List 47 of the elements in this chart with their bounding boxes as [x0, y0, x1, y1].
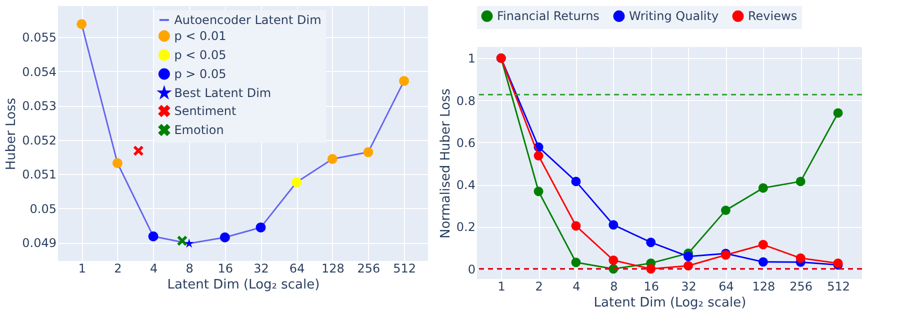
x-tick-label: 128 [752, 280, 776, 294]
legend-label: Emotion [174, 123, 224, 137]
x-tick-label: 2 [114, 262, 122, 276]
x-axis-title: Latent Dim (Log₂ scale) [594, 296, 746, 310]
y-axis-title: Huber Loss [4, 98, 20, 170]
legend-label: Sentiment [174, 104, 237, 118]
x-tick-label: 256 [357, 262, 380, 276]
x-tick-label: 1 [498, 280, 506, 294]
x-tick-label: 1 [78, 262, 86, 276]
legend-label: Reviews [748, 9, 798, 24]
y-tick-label: 0.051 [22, 168, 56, 182]
y-tick-label: 0.8 [456, 94, 476, 108]
x-tick-label: 8 [610, 280, 618, 294]
legend-label: p < 0.05 [174, 48, 226, 62]
x-tick-label: 32 [254, 262, 269, 276]
y-axis-title: Normalised Huber Loss [438, 88, 454, 239]
y-tick-label: 0.052 [22, 133, 56, 148]
x-tick-label: 2 [535, 280, 543, 294]
x-tick-label: 64 [718, 280, 734, 294]
y-tick-label: 0 [468, 262, 476, 276]
y-tick-label: 0.6 [456, 136, 476, 150]
x-tick-label: 4 [572, 280, 580, 294]
legend-label: Writing Quality [629, 9, 719, 24]
x-tick-label: 32 [681, 280, 696, 294]
legend-label: Best Latent Dim [174, 86, 272, 100]
x-tick-label: 16 [644, 280, 659, 294]
x-tick-label: 4 [150, 262, 158, 276]
x-tick-label: 256 [790, 280, 813, 294]
legend-label: p < 0.01 [174, 29, 226, 43]
legend-label: p > 0.05 [174, 67, 226, 81]
y-tick-label: 0.054 [22, 64, 56, 79]
x-tick-label: 512 [827, 280, 850, 294]
x-tick-label: 64 [289, 262, 305, 276]
y-tick-label: 0.049 [22, 236, 56, 250]
y-tick-label: 0.053 [22, 99, 56, 114]
legend-label: Autoencoder Latent Dim [174, 13, 322, 27]
x-tick-label: 16 [218, 262, 234, 276]
y-tick-label: 0.2 [456, 220, 476, 234]
x-tick-label: 8 [186, 262, 194, 276]
legend-label: Financial Returns [497, 9, 600, 24]
y-tick-label: 0.05 [30, 202, 56, 216]
x-tick-label: 128 [321, 262, 344, 276]
x-tick-label: 512 [393, 262, 416, 276]
y-tick-label: 1 [468, 52, 476, 66]
y-tick-label: 0.4 [456, 178, 476, 192]
x-axis-title: Latent Dim (Log₂ scale) [167, 278, 320, 292]
y-tick-label: 0.055 [22, 30, 56, 45]
